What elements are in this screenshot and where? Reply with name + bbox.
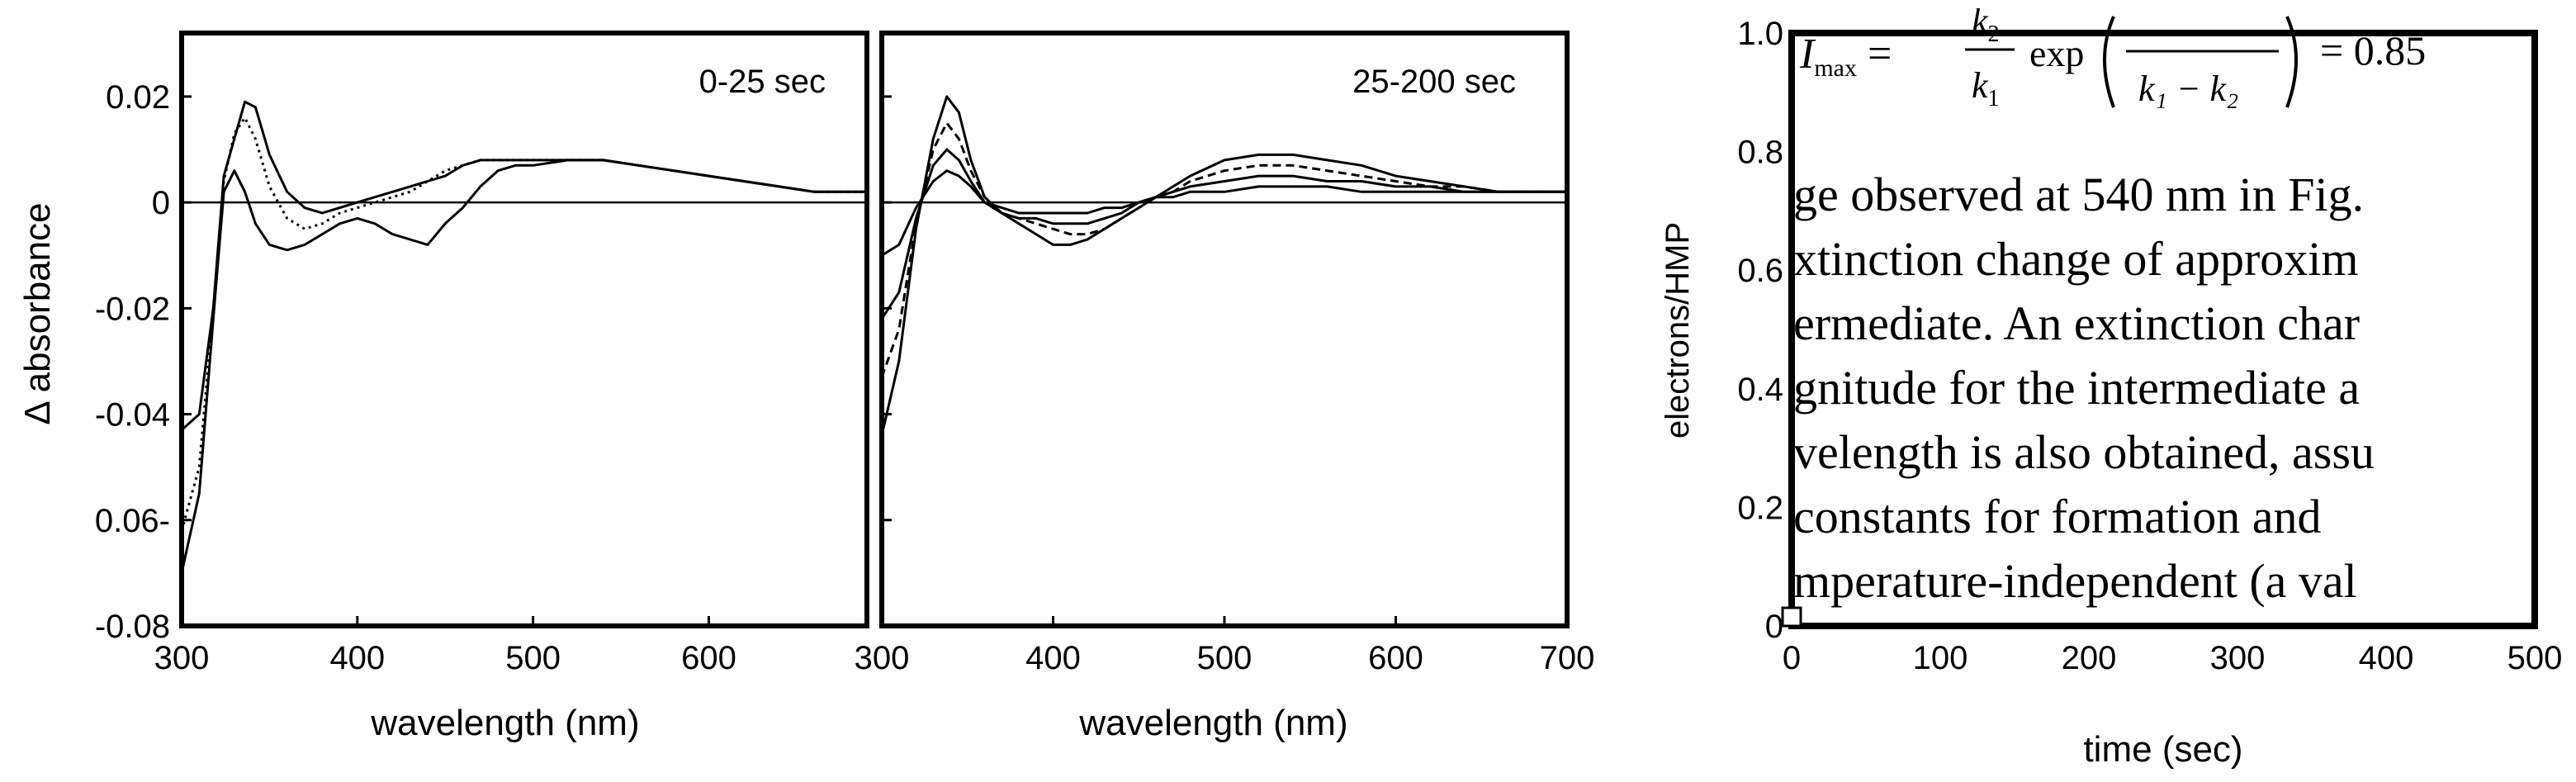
right-ytick-label: 0.4 — [1737, 372, 1783, 408]
left-xtick-label: 400 — [329, 640, 385, 676]
panel-right: Imax = k2 k1 exp k₁ − k₂ = 0.85 ge obser… — [1660, 1, 2563, 770]
left-ytick-label: -0.08 — [95, 609, 170, 645]
left-series-3 — [182, 159, 867, 574]
middle-xtick-label: 700 — [1540, 640, 1595, 676]
right-ytick-label: 1.0 — [1737, 16, 1783, 52]
right-xtick-label: 500 — [2507, 640, 2563, 676]
right-xlabel: time (sec) — [2083, 729, 2242, 770]
panel-left: 0-25 sec wavelength (nm) Δ absorbance 30… — [17, 31, 869, 743]
middle-series-2 — [882, 121, 1567, 378]
right-xtick-label: 100 — [1913, 640, 1968, 676]
left-xtick-label: 600 — [681, 640, 736, 676]
middle-annotation: 25-200 sec — [1352, 64, 1516, 100]
left-ytick-label: 0.06- — [95, 503, 170, 539]
overlay-text-line: xtinction change of approxim — [1793, 232, 2359, 286]
right-ytick-label: 0.8 — [1737, 135, 1783, 171]
right-panel-frame — [1788, 30, 2538, 629]
overlay-text-line: gnitude for the intermediate a — [1793, 361, 2360, 415]
middle-series-3 — [882, 148, 1567, 320]
right-xtick-label: 0 — [1783, 640, 1801, 676]
overlay-text-line: velength is also obtained, assu — [1793, 425, 2375, 479]
left-panel-frame — [179, 31, 869, 628]
panel-middle: 25-200 sec wavelength (nm) 300 400 500 600 7… — [855, 31, 1595, 743]
right-xtick-label: 400 — [2359, 640, 2414, 676]
middle-xlabel: wavelength (nm) — [1078, 703, 1347, 743]
overlay-text-line: ermediate. An extinction char — [1793, 296, 2360, 350]
equation-fraction2-bottom: k₁ − k₂ — [2138, 69, 2238, 109]
middle-xtick-label: 300 — [855, 640, 910, 676]
right-ylabel: electrons/HMP — [1660, 222, 1696, 438]
left-ytick-label: -0.04 — [95, 397, 170, 434]
right-ytick-label: 0.6 — [1737, 253, 1783, 289]
middle-xtick-label: 600 — [1368, 640, 1423, 676]
left-xlabel: wavelength (nm) — [370, 703, 639, 743]
left-annotation: 0-25 sec — [699, 64, 826, 100]
left-xtick-label: 500 — [505, 640, 561, 676]
left-series-1 — [182, 100, 867, 431]
equation-exp: exp — [2029, 32, 2084, 74]
left-series-2 — [182, 116, 867, 532]
middle-xtick-label: 500 — [1197, 640, 1252, 676]
equation-fraction-top: k2 — [1972, 1, 2000, 47]
right-ytick-label: 0 — [1765, 609, 1783, 645]
equation-fraction-bottom: k1 — [1972, 65, 2000, 111]
right-panel-background — [1792, 33, 2535, 626]
left-ytick-label: 0 — [152, 185, 170, 221]
equation-right-paren — [2285, 16, 2298, 108]
equation-left-paren — [2103, 16, 2115, 108]
middle-series-4 — [882, 169, 1567, 257]
left-xtick-label: 300 — [154, 640, 210, 676]
overlay-text-line: constants for formation and — [1793, 490, 2321, 543]
right-data-point — [1781, 606, 1802, 628]
middle-xtick-label: 400 — [1025, 640, 1081, 676]
right-xtick-label: 200 — [2062, 640, 2117, 676]
middle-panel-frame — [879, 31, 1570, 628]
left-ytick-label: 0.02 — [106, 79, 170, 116]
overlay-text-line: mperature-independent (a val — [1793, 554, 2357, 608]
middle-series-1 — [882, 95, 1567, 436]
left-ytick-label: -0.02 — [95, 291, 170, 327]
overlay-text-line: ge observed at 540 nm in Fig. — [1793, 168, 2364, 221]
right-ytick-label: 0.2 — [1737, 490, 1783, 526]
equation-i-max: Imax = — [1799, 31, 1892, 82]
left-ylabel: Δ absorbance — [17, 202, 58, 424]
text-overlay: Imax = k2 k1 exp k₁ − k₂ = 0.85 ge obser… — [1793, 1, 2426, 608]
right-xtick-label: 300 — [2210, 640, 2266, 676]
